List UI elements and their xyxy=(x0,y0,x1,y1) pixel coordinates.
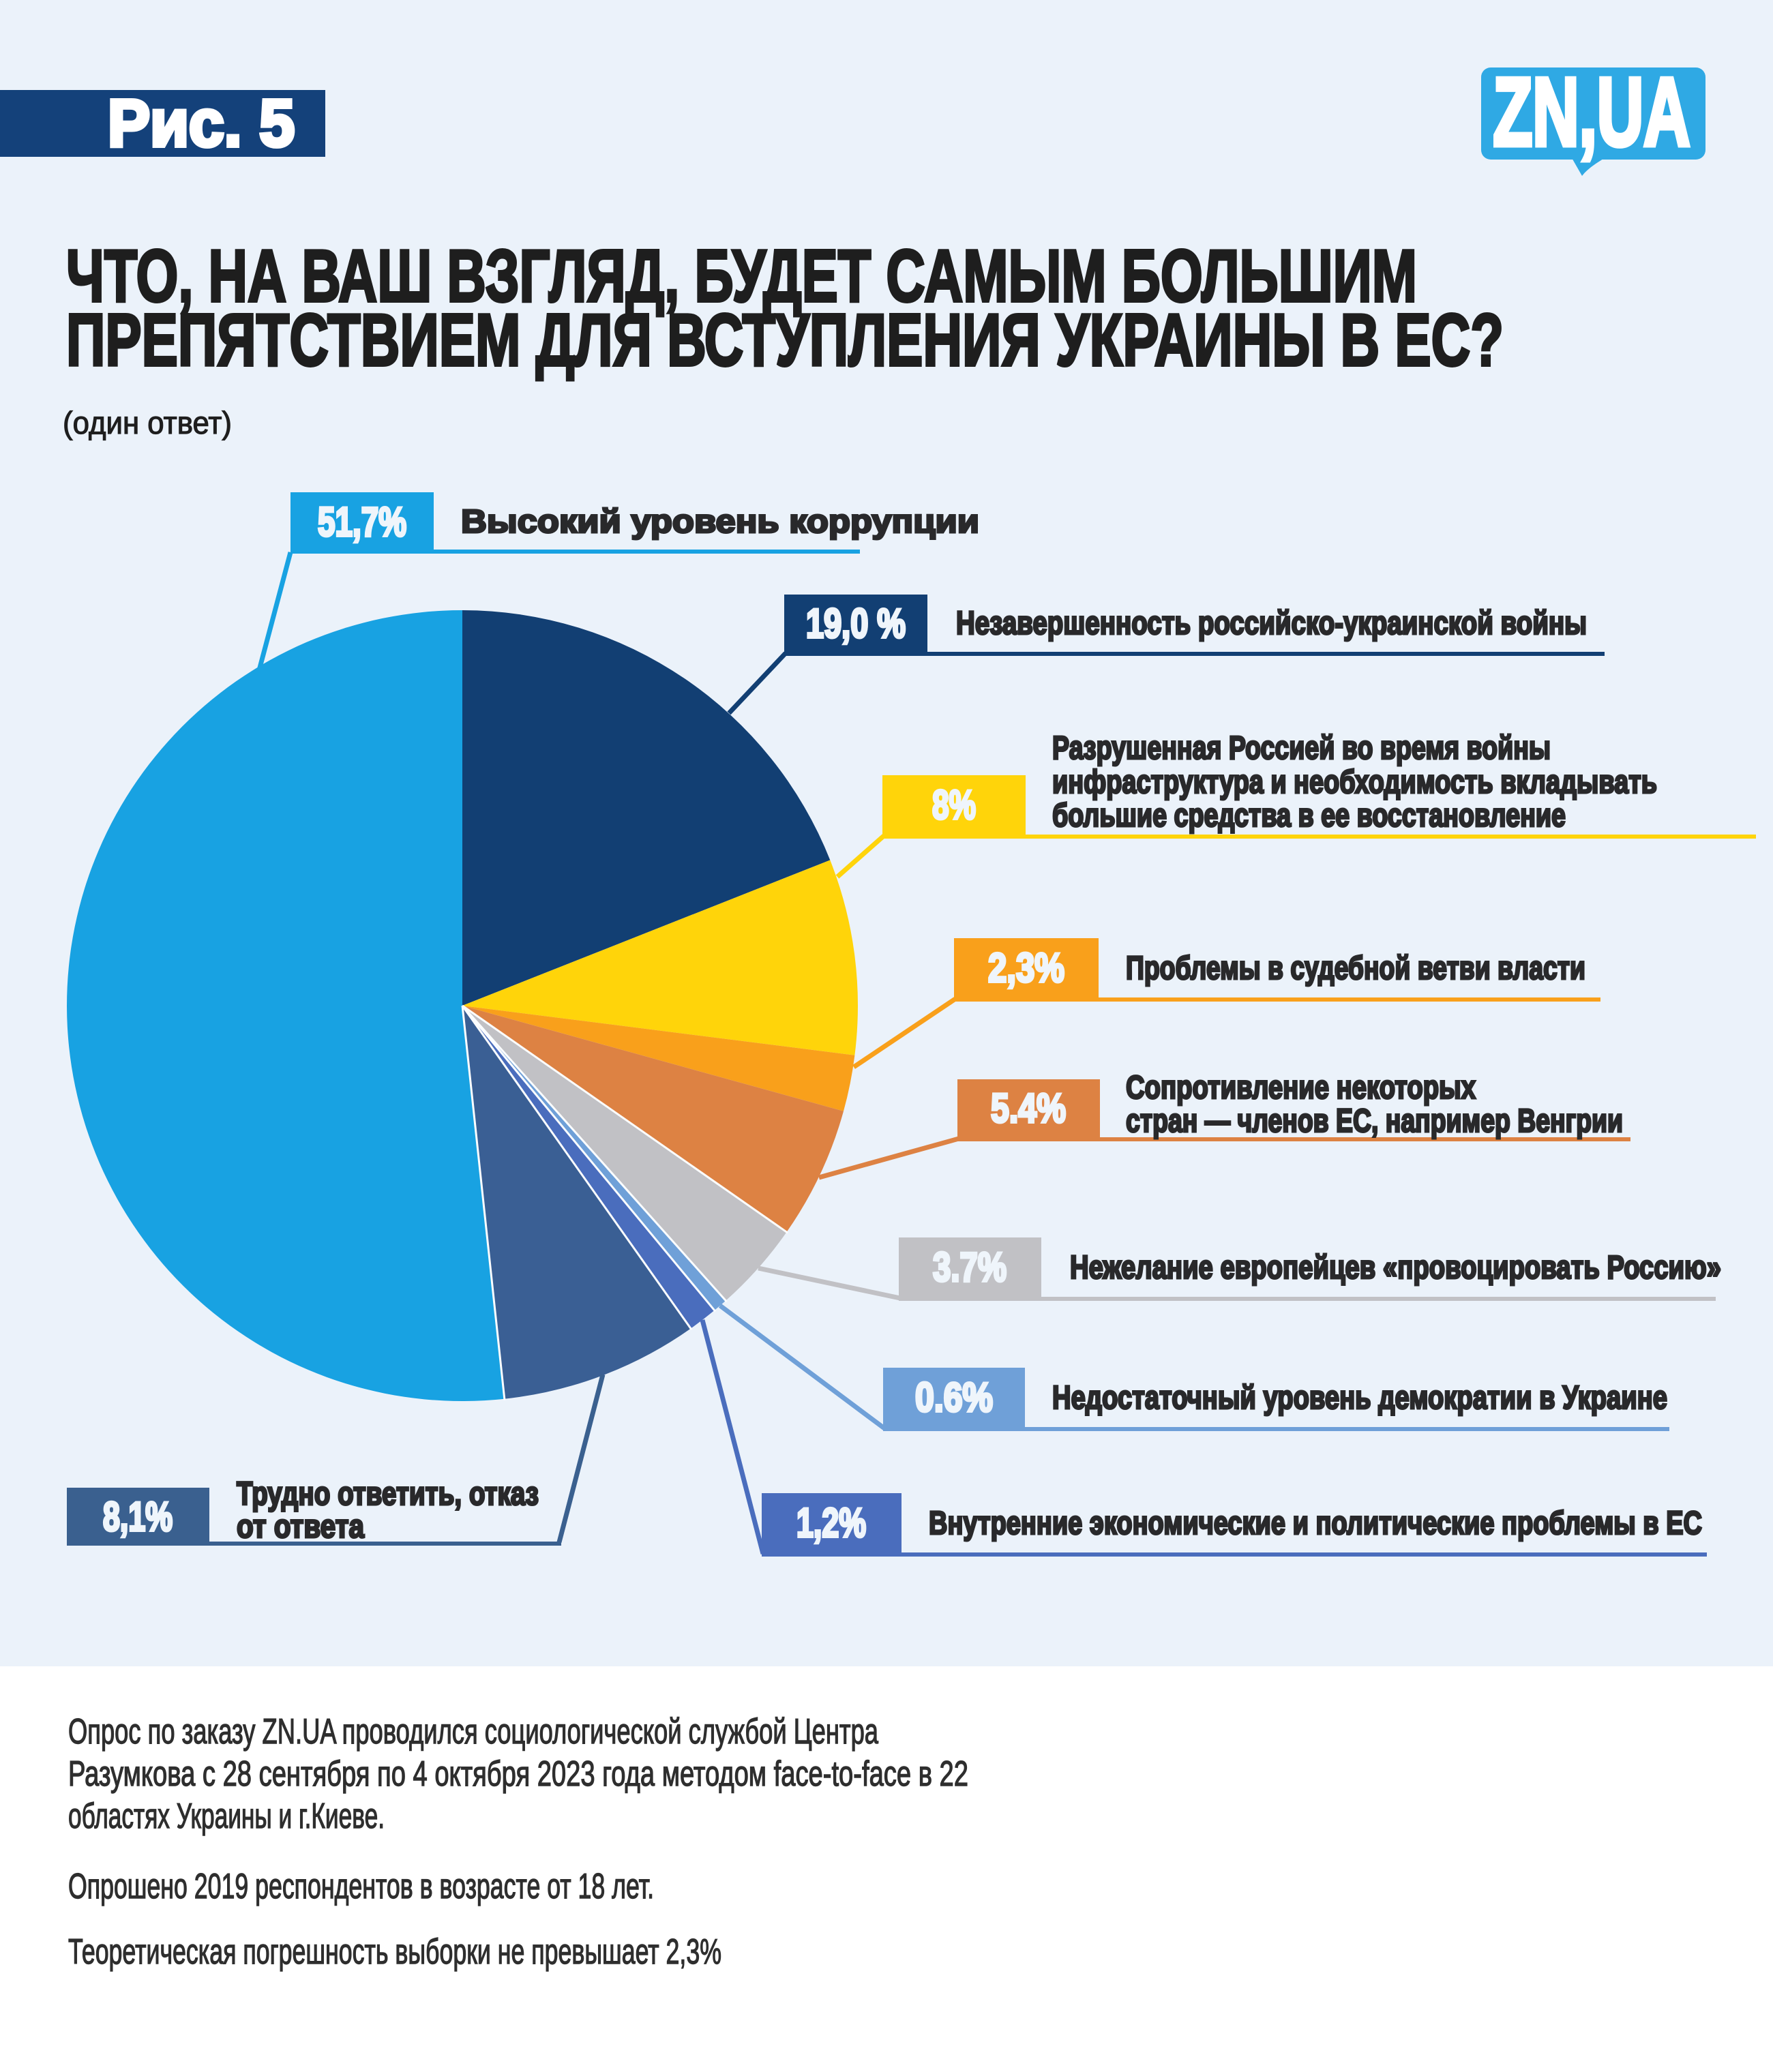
svg-text:Проблемы в судебной ветви влас: Проблемы в судебной ветви власти xyxy=(1126,950,1585,987)
svg-text:большие средства в ее восстано: большие средства в ее восстановление xyxy=(1052,798,1566,834)
svg-text:Разумкова с 28 сентября по 4 о: Разумкова с 28 сентября по 4 октября 202… xyxy=(68,1754,968,1794)
svg-text:ЧТО, НА ВАШ ВЗГЛЯД, БУДЕТ САМЫ: ЧТО, НА ВАШ ВЗГЛЯД, БУДЕТ САМЫМ БОЛЬШИМ xyxy=(66,235,1417,318)
svg-text:ZN,UA: ZN,UA xyxy=(1493,58,1690,166)
svg-text:Нежелание европейцев «провоцир: Нежелание европейцев «провоцировать Росс… xyxy=(1070,1250,1721,1286)
svg-text:2,3%: 2,3% xyxy=(988,945,1064,991)
svg-text:Опрошено 2019 респондентов в в: Опрошено 2019 респондентов в возрасте от… xyxy=(68,1867,654,1906)
svg-text:Сопротивление некоторых: Сопротивление некоторых xyxy=(1126,1070,1476,1106)
svg-text:Разрушенная Россией во время в: Разрушенная Россией во время войны xyxy=(1052,730,1551,766)
svg-text:19,0 %: 19,0 % xyxy=(806,601,906,646)
svg-text:стран — членов ЕС, например Ве: стран — членов ЕС, например Венгрии xyxy=(1126,1103,1623,1139)
svg-text:Внутренние экономические и пол: Внутренние экономические и политические … xyxy=(929,1505,1702,1542)
svg-text:Недостаточный уровень демократ: Недостаточный уровень демократии в Украи… xyxy=(1052,1380,1667,1416)
svg-text:Рис. 5: Рис. 5 xyxy=(108,86,295,160)
svg-text:Незавершенность российско-укра: Незавершенность российско-украинской вой… xyxy=(956,605,1587,642)
svg-text:областях Украины и г.Киеве.: областях Украины и г.Киеве. xyxy=(68,1797,385,1836)
svg-text:Трудно ответить, отказ: Трудно ответить, отказ xyxy=(237,1476,539,1512)
svg-text:3.7%: 3.7% xyxy=(933,1244,1007,1290)
svg-text:1,2%: 1,2% xyxy=(796,1500,866,1546)
svg-text:Теоретическая погрешность выбо: Теоретическая погрешность выборки не пре… xyxy=(68,1932,721,1972)
svg-text:51,7%: 51,7% xyxy=(318,499,406,545)
svg-text:8%: 8% xyxy=(932,782,976,828)
svg-text:инфраструктура и необходимость: инфраструктура и необходимость вкладыват… xyxy=(1052,764,1657,800)
svg-text:(один ответ): (один ответ) xyxy=(63,405,232,440)
svg-text:Опрос по заказу ZN.UA проводил: Опрос по заказу ZN.UA проводился социоло… xyxy=(68,1712,878,1752)
svg-text:5.4%: 5.4% xyxy=(991,1085,1066,1131)
svg-text:ПРЕПЯТСТВИЕМ ДЛЯ ВСТУПЛЕНИЯ УК: ПРЕПЯТСТВИЕМ ДЛЯ ВСТУПЛЕНИЯ УКРАИНЫ В ЕС… xyxy=(66,299,1504,382)
svg-text:от ответа: от ответа xyxy=(237,1509,364,1545)
svg-text:8,1%: 8,1% xyxy=(103,1494,173,1540)
svg-text:Высокий уровень коррупции: Высокий уровень коррупции xyxy=(461,504,979,540)
svg-text:0.6%: 0.6% xyxy=(915,1375,993,1420)
